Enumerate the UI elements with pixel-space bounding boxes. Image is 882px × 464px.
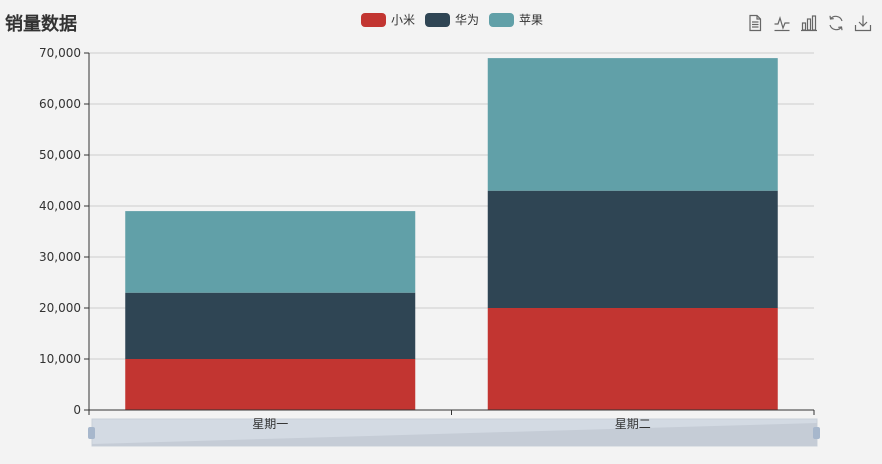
legend-label-huawei: 华为: [455, 13, 480, 27]
datazoom-left-handle[interactable]: [88, 427, 95, 439]
y-tick-label: 60,000: [39, 97, 81, 111]
bar-xiaomi[interactable]: [487, 308, 778, 410]
legend-item-apple[interactable]: 苹果: [489, 11, 543, 28]
y-tick-label: 0: [73, 403, 81, 417]
y-tick-label: 20,000: [39, 301, 81, 315]
toolbox: [737, 14, 872, 32]
legend: 小米 华为 苹果: [361, 11, 553, 28]
y-tick-label: 30,000: [39, 250, 81, 264]
restore-icon[interactable]: [827, 14, 845, 32]
legend-swatch-apple: [489, 12, 515, 27]
legend-swatch-xiaomi: [361, 12, 386, 27]
y-tick-label: 10,000: [39, 352, 81, 366]
bar-apple[interactable]: [125, 211, 416, 293]
legend-item-xiaomi[interactable]: 小米: [361, 11, 415, 28]
legend-item-huawei[interactable]: 华为: [425, 11, 479, 28]
bar-xiaomi[interactable]: [125, 359, 416, 410]
datazoom-right-handle[interactable]: [813, 427, 820, 439]
bar-chart-icon[interactable]: [800, 14, 818, 32]
save-image-icon[interactable]: [854, 14, 872, 32]
legend-label-xiaomi: 小米: [391, 13, 416, 27]
datazoom-preview: [92, 423, 817, 446]
y-tick-label: 50,000: [39, 148, 81, 162]
y-tick-label: 40,000: [39, 199, 81, 213]
data-view-icon[interactable]: [746, 14, 764, 32]
x-tick-label: 星期二: [615, 417, 651, 431]
bar-apple[interactable]: [487, 58, 778, 191]
chart-title: 销量数据: [5, 14, 77, 35]
bar-huawei[interactable]: [487, 190, 778, 308]
y-tick-label: 70,000: [39, 46, 81, 60]
legend-label-apple: 苹果: [519, 13, 544, 27]
legend-swatch-huawei: [425, 12, 451, 27]
x-tick-label: 星期一: [252, 417, 288, 431]
line-chart-icon[interactable]: [773, 14, 791, 32]
bar-huawei[interactable]: [125, 292, 416, 359]
